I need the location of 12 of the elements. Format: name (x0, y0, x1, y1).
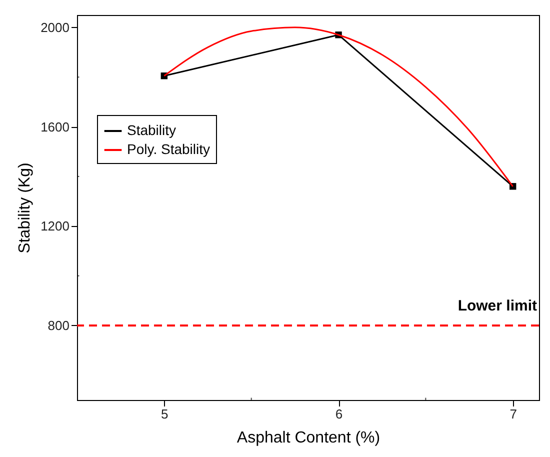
x-tick-label: 7 (510, 406, 517, 422)
x-tick-label: 6 (335, 406, 343, 422)
ref-line-label: Lower limit (458, 297, 537, 314)
y-tick-label: 1600 (40, 119, 70, 134)
x-axis-title: Asphalt Content (%) (236, 430, 380, 446)
legend-label: Stability (127, 122, 176, 138)
y-tick-label: 1200 (40, 218, 70, 234)
legend-label: Poly. Stability (127, 141, 210, 157)
x-tick-label: 5 (161, 406, 168, 422)
y-tick-label: 2000 (40, 20, 70, 35)
y-axis-title: Stability (Kg) (16, 162, 34, 254)
y-tick-label: 800 (48, 318, 70, 333)
